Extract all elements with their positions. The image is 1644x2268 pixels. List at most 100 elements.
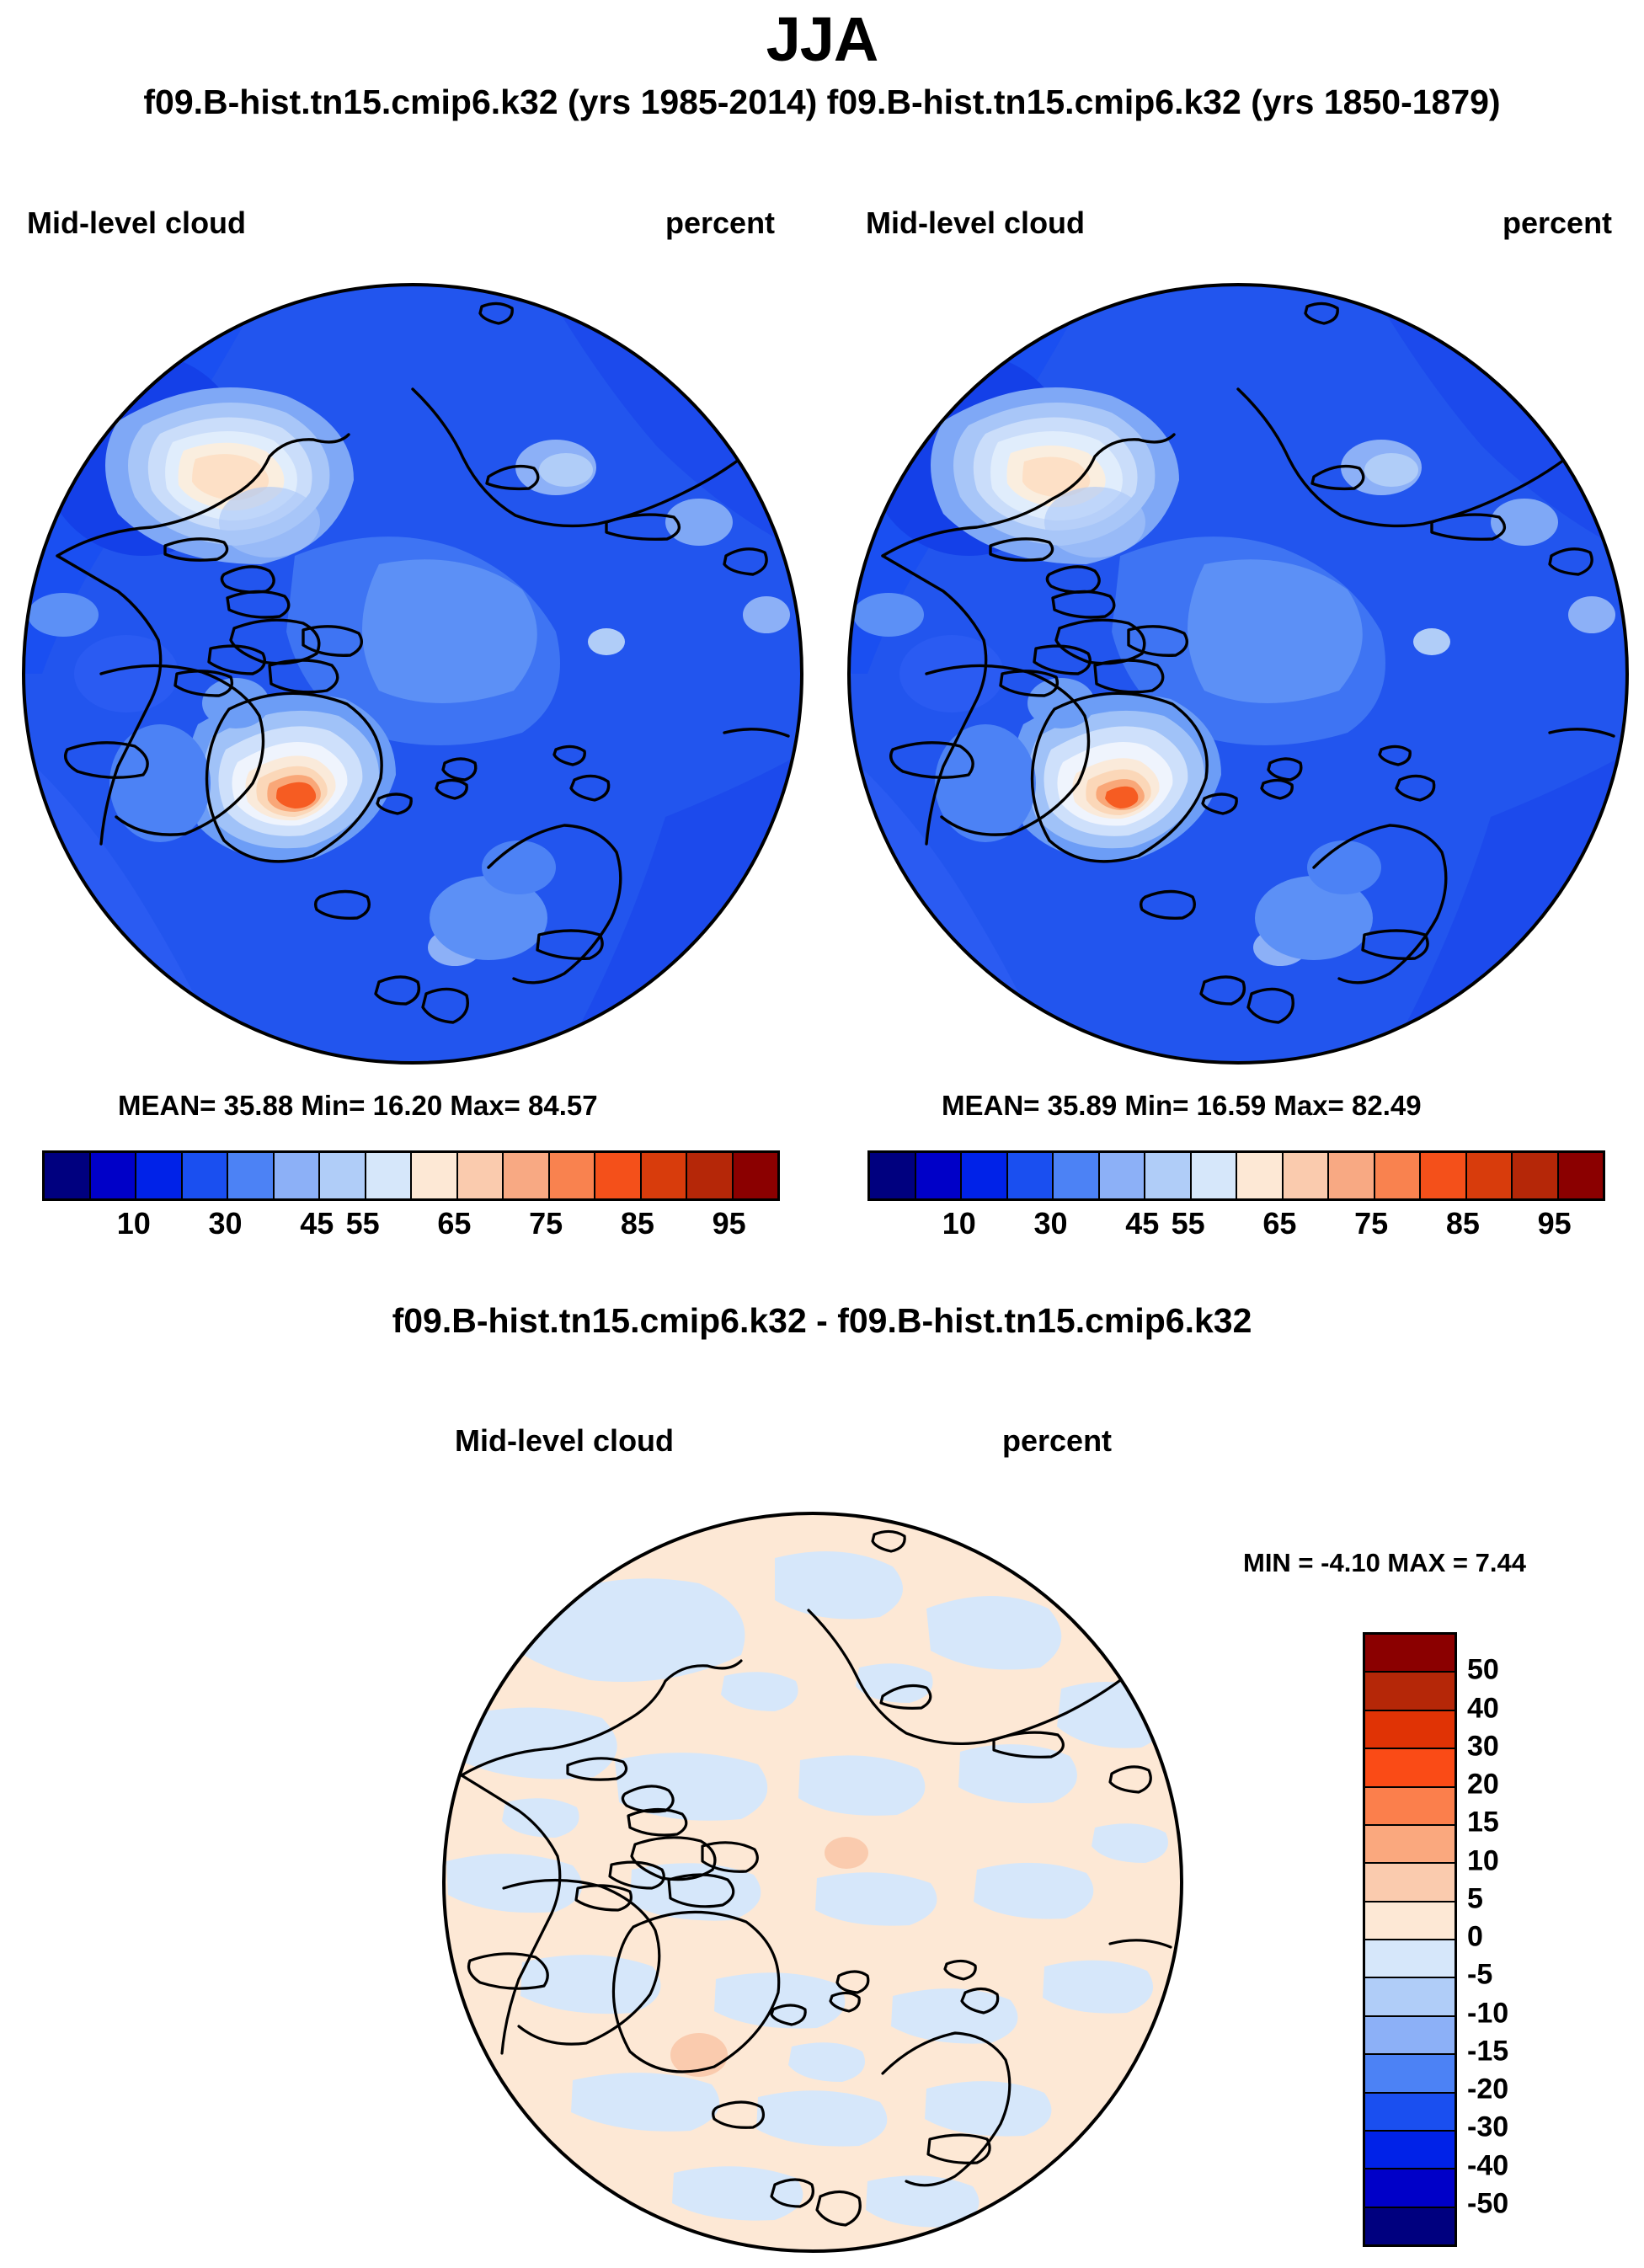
colorbar-cell: [182, 1153, 228, 1198]
colorbar-cell: [1237, 1153, 1284, 1198]
left-panel-variable-label: Mid-level cloud: [27, 205, 247, 240]
colorbar-tick-label: 0: [1467, 1920, 1483, 1953]
colorbar-tick-label: 10: [942, 1206, 976, 1241]
colorbar-cell: [45, 1153, 91, 1198]
difference-panel-colorbar: [1363, 1632, 1457, 2247]
colorbar-cell: [1007, 1153, 1054, 1198]
colorbar-tick-label: 5: [1467, 1882, 1483, 1915]
colorbar-cell: [1365, 2131, 1455, 2170]
colorbar-cell: [1365, 1749, 1455, 1788]
colorbar-tick-label: -15: [1467, 2035, 1509, 2068]
colorbar-cell: [504, 1153, 550, 1198]
figure-title: JJA: [766, 4, 879, 74]
colorbar-cell: [641, 1153, 687, 1198]
colorbar-cell: [136, 1153, 183, 1198]
colorbar-cell: [366, 1153, 412, 1198]
colorbar-cell: [1365, 1864, 1455, 1902]
colorbar-tick-label: 20: [1467, 1768, 1499, 1801]
colorbar-cell: [412, 1153, 458, 1198]
colorbar-tick-label: 10: [1467, 1844, 1499, 1876]
colorbar-cell: [870, 1153, 916, 1198]
colorbar-cell: [1365, 1710, 1455, 1750]
right-panel-variable-label: Mid-level cloud: [866, 205, 1086, 240]
colorbar-cell: [1054, 1153, 1100, 1198]
colorbar-tick-label: 50: [1467, 1653, 1499, 1686]
colorbar-cell: [1329, 1153, 1375, 1198]
colorbar-cell: [1365, 1940, 1455, 1979]
colorbar-cell: [1365, 2169, 1455, 2208]
figure-subtitle: f09.B-hist.tn15.cmip6.k32 (yrs 1985-2014…: [143, 83, 1501, 121]
colorbar-tick-label: -10: [1467, 1997, 1509, 2029]
colorbar-tick-label: -40: [1467, 2149, 1509, 2181]
colorbar-tick-label: 30: [1033, 1206, 1068, 1241]
left-panel-map: [17, 278, 809, 1070]
colorbar-tick-label: 55: [345, 1206, 380, 1241]
colorbar-tick-label: 85: [620, 1206, 654, 1241]
colorbar-cell: [1365, 1673, 1455, 1711]
colorbar-cell: [1365, 2055, 1455, 2094]
colorbar-tick-label: 45: [300, 1206, 334, 1241]
colorbar-tick-label: 10: [116, 1206, 151, 1241]
colorbar-cell: [687, 1153, 734, 1198]
colorbar-cell: [1365, 2093, 1455, 2132]
colorbar-tick-label: 65: [437, 1206, 472, 1241]
colorbar-tick-label: 85: [1445, 1206, 1480, 1241]
colorbar-tick-label: 95: [1537, 1206, 1572, 1241]
colorbar-cell: [457, 1153, 504, 1198]
difference-panel-colorbar-labels: 50 40 30 20 15 10 5 0 -5 -10 -15 -20 -30 -40 -50: [1467, 1632, 1585, 2242]
left-panel-colorbar-labels: 10 30 45 55 65 75 85 95: [42, 1206, 775, 1245]
left-panel-units-label: percent: [665, 205, 776, 240]
colorbar-tick-label: 30: [1467, 1730, 1499, 1763]
colorbar-cell: [90, 1153, 136, 1198]
colorbar-cell: [1099, 1153, 1145, 1198]
colorbar-cell: [962, 1153, 1008, 1198]
colorbar-tick-label: -30: [1467, 2111, 1509, 2143]
colorbar-cell: [1558, 1153, 1603, 1198]
colorbar-tick-label: 15: [1467, 1806, 1499, 1838]
right-panel-map: [842, 278, 1634, 1070]
colorbar-tick-label: 65: [1262, 1206, 1297, 1241]
colorbar-tick-label: 95: [712, 1206, 746, 1241]
colorbar-cell: [1145, 1153, 1192, 1198]
colorbar-cell: [915, 1153, 962, 1198]
colorbar-cell: [1421, 1153, 1467, 1198]
colorbar-tick-label: 40: [1467, 1692, 1499, 1724]
colorbar-tick-label: -5: [1467, 1958, 1493, 1991]
difference-panel-units-label: percent: [1002, 1423, 1113, 1458]
colorbar-cell: [1466, 1153, 1513, 1198]
colorbar-tick-label: -50: [1467, 2187, 1509, 2220]
colorbar-cell: [1365, 1787, 1455, 1826]
left-panel-colorbar: [42, 1150, 780, 1201]
colorbar-cell: [228, 1153, 275, 1198]
difference-panel-variable-label: Mid-level cloud: [455, 1423, 675, 1458]
difference-panel-title: f09.B-hist.tn15.cmip6.k32 - f09.B-hist.t…: [392, 1301, 1252, 1340]
colorbar-cell: [1365, 1978, 1455, 2017]
colorbar-cell: [733, 1153, 777, 1198]
right-panel-stats: MEAN= 35.89 Min= 16.59 Max= 82.49: [942, 1090, 1422, 1121]
right-panel-colorbar-labels: 10 30 45 55 65 75 85 95: [867, 1206, 1600, 1245]
colorbar-cell: [1513, 1153, 1559, 1198]
colorbar-cell: [1374, 1153, 1421, 1198]
colorbar-cell: [1283, 1153, 1329, 1198]
difference-panel-map: [421, 1508, 1204, 2257]
colorbar-tick-label: -20: [1467, 2073, 1509, 2105]
colorbar-tick-label: 30: [208, 1206, 243, 1241]
colorbar-tick-label: 45: [1125, 1206, 1160, 1241]
right-panel-units-label: percent: [1503, 205, 1613, 240]
colorbar-cell: [274, 1153, 320, 1198]
colorbar-tick-label: 55: [1171, 1206, 1205, 1241]
left-panel-stats: MEAN= 35.88 Min= 16.20 Max= 84.57: [118, 1090, 598, 1121]
colorbar-tick-label: 75: [1354, 1206, 1389, 1241]
colorbar-cell: [1191, 1153, 1237, 1198]
colorbar-tick-label: 75: [529, 1206, 563, 1241]
colorbar-cell: [595, 1153, 642, 1198]
right-panel-colorbar: [867, 1150, 1605, 1201]
colorbar-cell: [1365, 2016, 1455, 2056]
colorbar-cell: [320, 1153, 366, 1198]
colorbar-cell: [549, 1153, 595, 1198]
colorbar-cell: [1365, 2207, 1455, 2244]
colorbar-cell: [1365, 1902, 1455, 1940]
colorbar-cell: [1365, 1635, 1455, 1673]
colorbar-cell: [1365, 1825, 1455, 1865]
